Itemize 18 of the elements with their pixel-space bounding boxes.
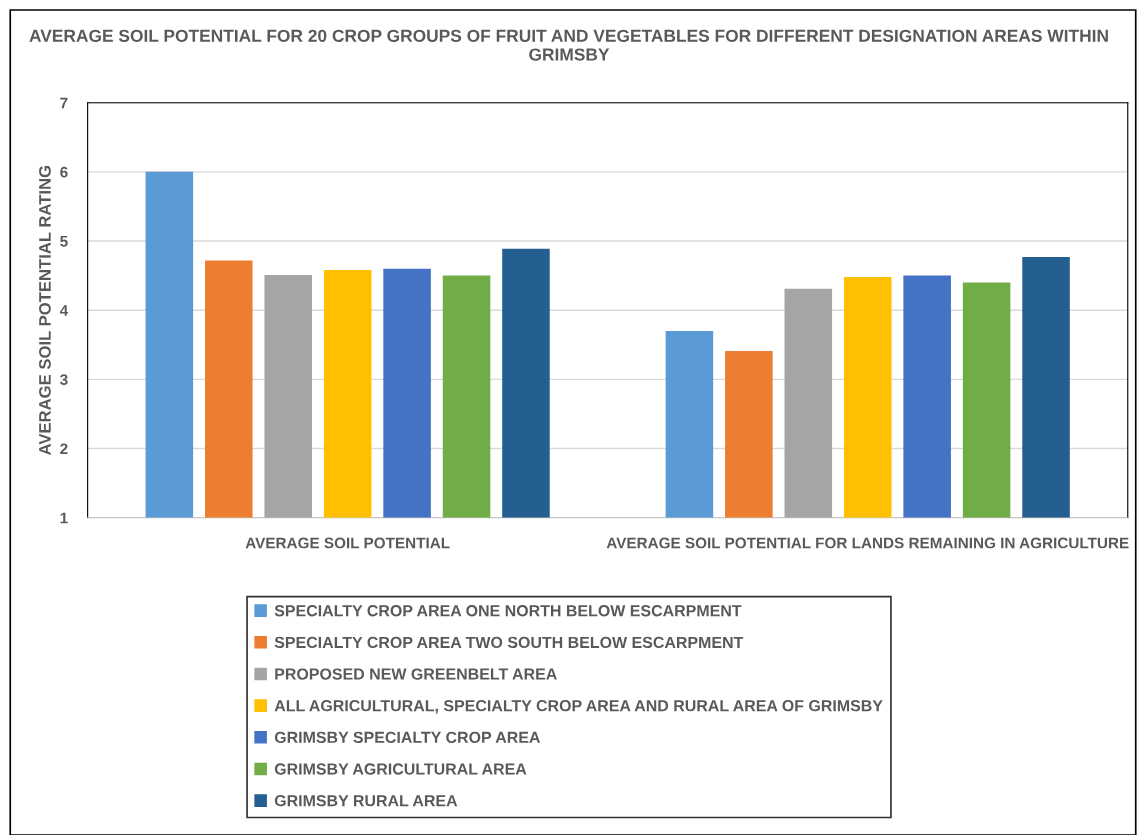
chart-title: AVERAGE SOIL POTENTIAL FOR 20 CROP GROUPS OF FRUIT AND VEGETABLES FOR DIFFERENT DESIGNATION AREAS WITHIN GRIMSBY xyxy=(29,29,1108,61)
y-tick-label: 7 xyxy=(60,97,68,109)
legend-label: GRIMSBY SPECIALTY CROP AREA xyxy=(274,731,541,744)
legend-label: SPECIALTY CROP AREA TWO SOUTH BELOW ESCARPMENT xyxy=(274,636,744,649)
legend-label: GRIMSBY RURAL AREA xyxy=(274,795,458,807)
y-axis-title: AVERAGE SOIL POTENTIAL RATING xyxy=(39,165,51,456)
x-tick-label: AVERAGE SOIL POTENTIAL xyxy=(245,537,450,549)
y-tick-label: 4 xyxy=(59,305,69,316)
legend-label: PROPOSED NEW GREENBELT AREA xyxy=(275,668,557,680)
legend-label: SPECIALTY CROP AREA ONE NORTH BELOW ESCARPMENT xyxy=(274,605,742,617)
legend-label: GRIMSBY AGRICULTURAL AREA xyxy=(274,763,527,775)
y-tick-label: 5 xyxy=(60,236,68,247)
x-tick-label: AVERAGE SOIL POTENTIAL FOR LANDS REMAINING IN AGRICULTURE xyxy=(606,537,1129,549)
y-tick-label: 3 xyxy=(60,374,68,386)
y-tick-label: 6 xyxy=(60,166,68,178)
y-tick-label: 1 xyxy=(60,512,68,524)
legend-label: ALL AGRICULTURAL, SPECIALTY CROP AREA AND RURAL AREA OF GRIMSBY xyxy=(274,700,883,714)
y-tick-label: 2 xyxy=(60,443,68,455)
